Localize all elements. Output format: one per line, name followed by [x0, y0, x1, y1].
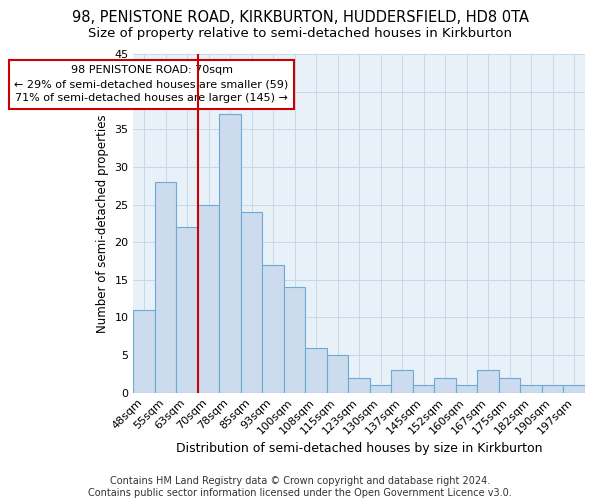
Bar [349, 378, 370, 392]
Bar [262, 264, 284, 392]
Bar [327, 355, 349, 393]
Text: Contains HM Land Registry data © Crown copyright and database right 2024.
Contai: Contains HM Land Registry data © Crown c… [88, 476, 512, 498]
Text: 98 PENISTONE ROAD: 70sqm
← 29% of semi-detached houses are smaller (59)
71% of s: 98 PENISTONE ROAD: 70sqm ← 29% of semi-d… [14, 66, 289, 104]
Bar [284, 288, 305, 393]
Y-axis label: Number of semi-detached properties: Number of semi-detached properties [96, 114, 109, 332]
Bar [155, 182, 176, 392]
Bar [542, 385, 563, 392]
Text: 98, PENISTONE ROAD, KIRKBURTON, HUDDERSFIELD, HD8 0TA: 98, PENISTONE ROAD, KIRKBURTON, HUDDERSF… [71, 10, 529, 25]
X-axis label: Distribution of semi-detached houses by size in Kirkburton: Distribution of semi-detached houses by … [176, 442, 542, 455]
Bar [176, 227, 198, 392]
Bar [520, 385, 542, 392]
Bar [133, 310, 155, 392]
Bar [563, 385, 585, 392]
Bar [478, 370, 499, 392]
Bar [305, 348, 327, 393]
Bar [241, 212, 262, 392]
Bar [456, 385, 478, 392]
Bar [499, 378, 520, 392]
Bar [391, 370, 413, 392]
Bar [370, 385, 391, 392]
Bar [198, 204, 220, 392]
Bar [434, 378, 456, 392]
Bar [413, 385, 434, 392]
Text: Size of property relative to semi-detached houses in Kirkburton: Size of property relative to semi-detach… [88, 28, 512, 40]
Bar [220, 114, 241, 392]
